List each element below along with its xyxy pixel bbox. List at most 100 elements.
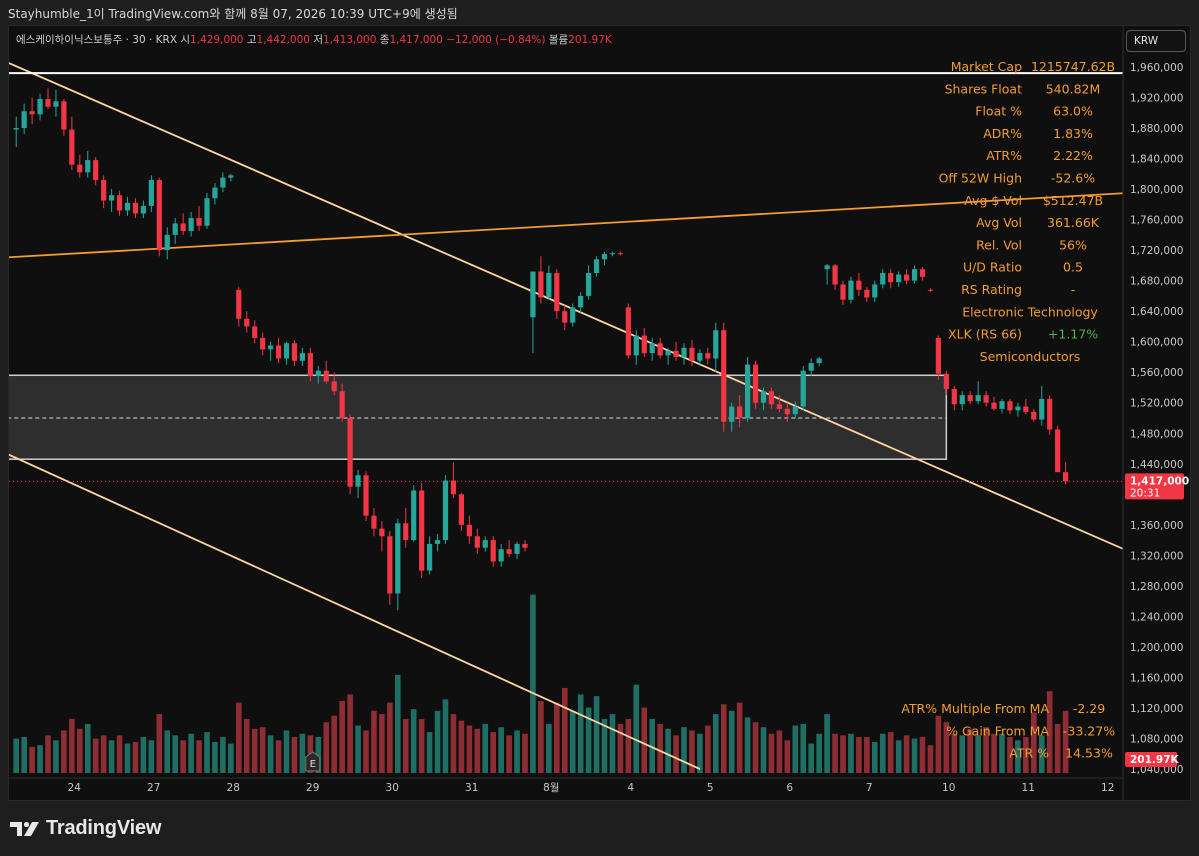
candle-body: [601, 253, 608, 260]
low-label: 저: [313, 34, 323, 46]
candle-body: [260, 337, 266, 350]
volume-bar: [522, 733, 528, 773]
volume-bar: [21, 737, 27, 773]
volume-tag-value: 201.97K: [1130, 754, 1180, 766]
candle-body: [967, 395, 973, 402]
volume-bar: [53, 740, 59, 773]
y-axis-tick-label: 1,480,000: [1130, 428, 1183, 440]
stats-row-value: 540.82M: [1046, 81, 1101, 96]
candle-body: [673, 350, 679, 357]
tradingview-logo-icon: [10, 821, 39, 836]
x-axis-tick-label: 4: [627, 782, 634, 794]
candle-body: [784, 408, 790, 415]
stats-row-label: Off 52W High: [939, 171, 1022, 186]
candle-body: [729, 406, 735, 422]
chart-frame: [8, 25, 1191, 801]
candle-body: [172, 223, 178, 235]
y-axis-tick-label: 1,840,000: [1130, 154, 1183, 166]
volume-bar: [776, 730, 783, 773]
candle-body: [880, 273, 886, 285]
y-axis-tick-label: 1,960,000: [1130, 62, 1183, 74]
candle-body: [864, 289, 870, 298]
y-axis-tick-label: 1,760,000: [1130, 215, 1183, 227]
candle-body: [1023, 406, 1029, 412]
volume-bar: [140, 737, 147, 773]
volume-bar: [267, 735, 274, 773]
candle-body: [633, 335, 639, 356]
volume-bar: [967, 728, 973, 773]
currency-button[interactable]: KRW: [1126, 30, 1186, 52]
symbol-name[interactable]: 에스케이하이닉스보통주 · 30 · KRX: [16, 34, 178, 46]
y-axis-tick-label: 1,520,000: [1130, 398, 1183, 410]
candle-body: [943, 373, 949, 390]
volume-bar: [1023, 737, 1029, 773]
candle-body: [824, 265, 830, 270]
volume-bar: [665, 728, 671, 773]
open-label: 시: [180, 34, 191, 46]
volume-bar: [474, 728, 481, 773]
earnings-marker-label: E: [310, 759, 316, 770]
earnings-marker-icon: [305, 751, 321, 772]
volume-bar: [864, 737, 870, 773]
volume-bar: [228, 743, 234, 773]
volume-bar: [999, 733, 1005, 773]
candle-body: [562, 311, 568, 323]
y-axis-tick-label: 1,360,000: [1130, 520, 1183, 532]
volume-bar: [768, 733, 775, 773]
y-axis-tick-label: 1,720,000: [1130, 245, 1183, 257]
volume-bar: [172, 735, 178, 773]
volume-bar: [164, 730, 171, 773]
volume-bar: [124, 743, 131, 773]
volume-bar: [744, 717, 751, 773]
volume-bar: [466, 725, 473, 773]
candle-body: [331, 381, 337, 392]
volume-bar: [617, 723, 624, 773]
volume-tag: [1125, 752, 1177, 767]
candle-body: [681, 347, 687, 357]
stats-row-value: 56%: [1059, 237, 1087, 252]
volume-bar: [713, 714, 719, 773]
candle-body: [85, 160, 91, 173]
x-axis-tick-label: 24: [68, 782, 82, 794]
lower-trendline: [9, 453, 701, 770]
volume-bar: [530, 594, 536, 773]
candle-body: [546, 273, 552, 298]
tradingview-logo[interactable]: TradingView: [10, 817, 161, 840]
candle-body: [768, 391, 775, 405]
y-axis-tick-label: 1,920,000: [1130, 93, 1183, 105]
candle-body: [77, 164, 83, 173]
stats-row-label: RS Rating: [961, 282, 1022, 297]
volume-bar: [752, 722, 759, 773]
y-axis-tick-label: 1,080,000: [1130, 733, 1183, 745]
volume-bar: [434, 710, 441, 773]
candle-body: [93, 160, 99, 180]
candle-body: [570, 307, 576, 323]
candle-body: [641, 335, 647, 354]
volume-bar: [148, 740, 155, 773]
candle-body: [506, 549, 512, 554]
volume-bar: [100, 735, 107, 773]
change-value: −12,000 (−0.84%): [446, 34, 546, 46]
x-axis-tick-label: 27: [147, 782, 160, 794]
volume-bar: [204, 732, 210, 773]
y-axis-tick-label: 1,160,000: [1130, 672, 1183, 684]
volume-bar: [1054, 723, 1061, 773]
volume-bar: [275, 740, 282, 773]
candle-body: [37, 99, 43, 115]
x-axis-tick-label: 28: [227, 782, 240, 794]
y-axis-tick-label: 1,200,000: [1130, 642, 1183, 654]
candle-body: [888, 273, 894, 283]
volume-bar: [1038, 735, 1045, 773]
candle-body: [713, 330, 719, 359]
plot-area[interactable]: E: [0, 59, 1129, 773]
candle-body: [609, 253, 616, 255]
volume-bar: [347, 694, 353, 773]
volume-bar: [951, 733, 958, 773]
candle-body: [458, 494, 464, 525]
candle-body: [617, 253, 623, 255]
volume-bar: [1031, 712, 1037, 773]
close-label: 종: [379, 34, 390, 46]
candle-body: [919, 269, 926, 277]
volume-bar: [943, 722, 950, 773]
